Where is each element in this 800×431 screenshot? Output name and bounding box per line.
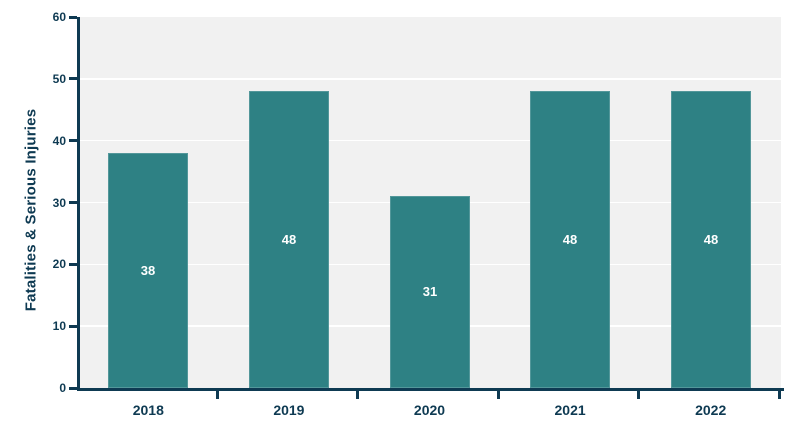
x-tick-label-2021: 2021 [554, 402, 586, 418]
bar-value-label: 48 [703, 232, 719, 247]
y-tick-50 [69, 77, 77, 81]
y-tick-label: 60 [52, 10, 66, 24]
y-tick-60 [69, 15, 77, 19]
y-tick-0 [69, 386, 77, 390]
bar-2022: 48 [671, 91, 751, 388]
gridline-50 [78, 78, 781, 80]
bar-2018: 38 [108, 153, 188, 388]
y-tick-label: 30 [52, 195, 66, 210]
y-tick-label: 40 [52, 133, 66, 148]
y-tick-10 [69, 324, 77, 328]
x-tick-label-2022: 2022 [695, 402, 727, 418]
y-tick-label: 20 [52, 257, 66, 272]
bar-2021: 48 [530, 91, 610, 388]
bar-value-label: 38 [140, 263, 156, 278]
y-tick-20 [69, 262, 77, 266]
y-tick-40 [69, 139, 77, 143]
x-tick [778, 388, 781, 399]
bar-2019: 48 [249, 91, 329, 388]
bar-value-label: 31 [422, 284, 438, 299]
y-tick-label: 50 [52, 71, 66, 86]
bar-value-label: 48 [562, 232, 578, 247]
x-tick-label-2019: 2019 [273, 402, 305, 418]
x-axis-line [77, 388, 784, 391]
plot-area: 38 48 31 48 48 [78, 17, 781, 388]
x-tick [496, 388, 500, 399]
gridline-40 [78, 139, 781, 142]
y-tick-label: 10 [52, 319, 66, 334]
y-tick-30 [69, 201, 77, 204]
x-tick [215, 388, 219, 399]
x-tick-label-2018: 2018 [132, 402, 164, 418]
x-tick [356, 388, 360, 399]
x-tick-label-2020: 2020 [413, 402, 446, 418]
x-tick [637, 388, 641, 399]
y-axis-line [77, 17, 80, 391]
bar-value-label: 48 [281, 232, 297, 247]
bar-2020: 31 [390, 196, 470, 388]
y-tick-label: 0 [59, 381, 66, 395]
